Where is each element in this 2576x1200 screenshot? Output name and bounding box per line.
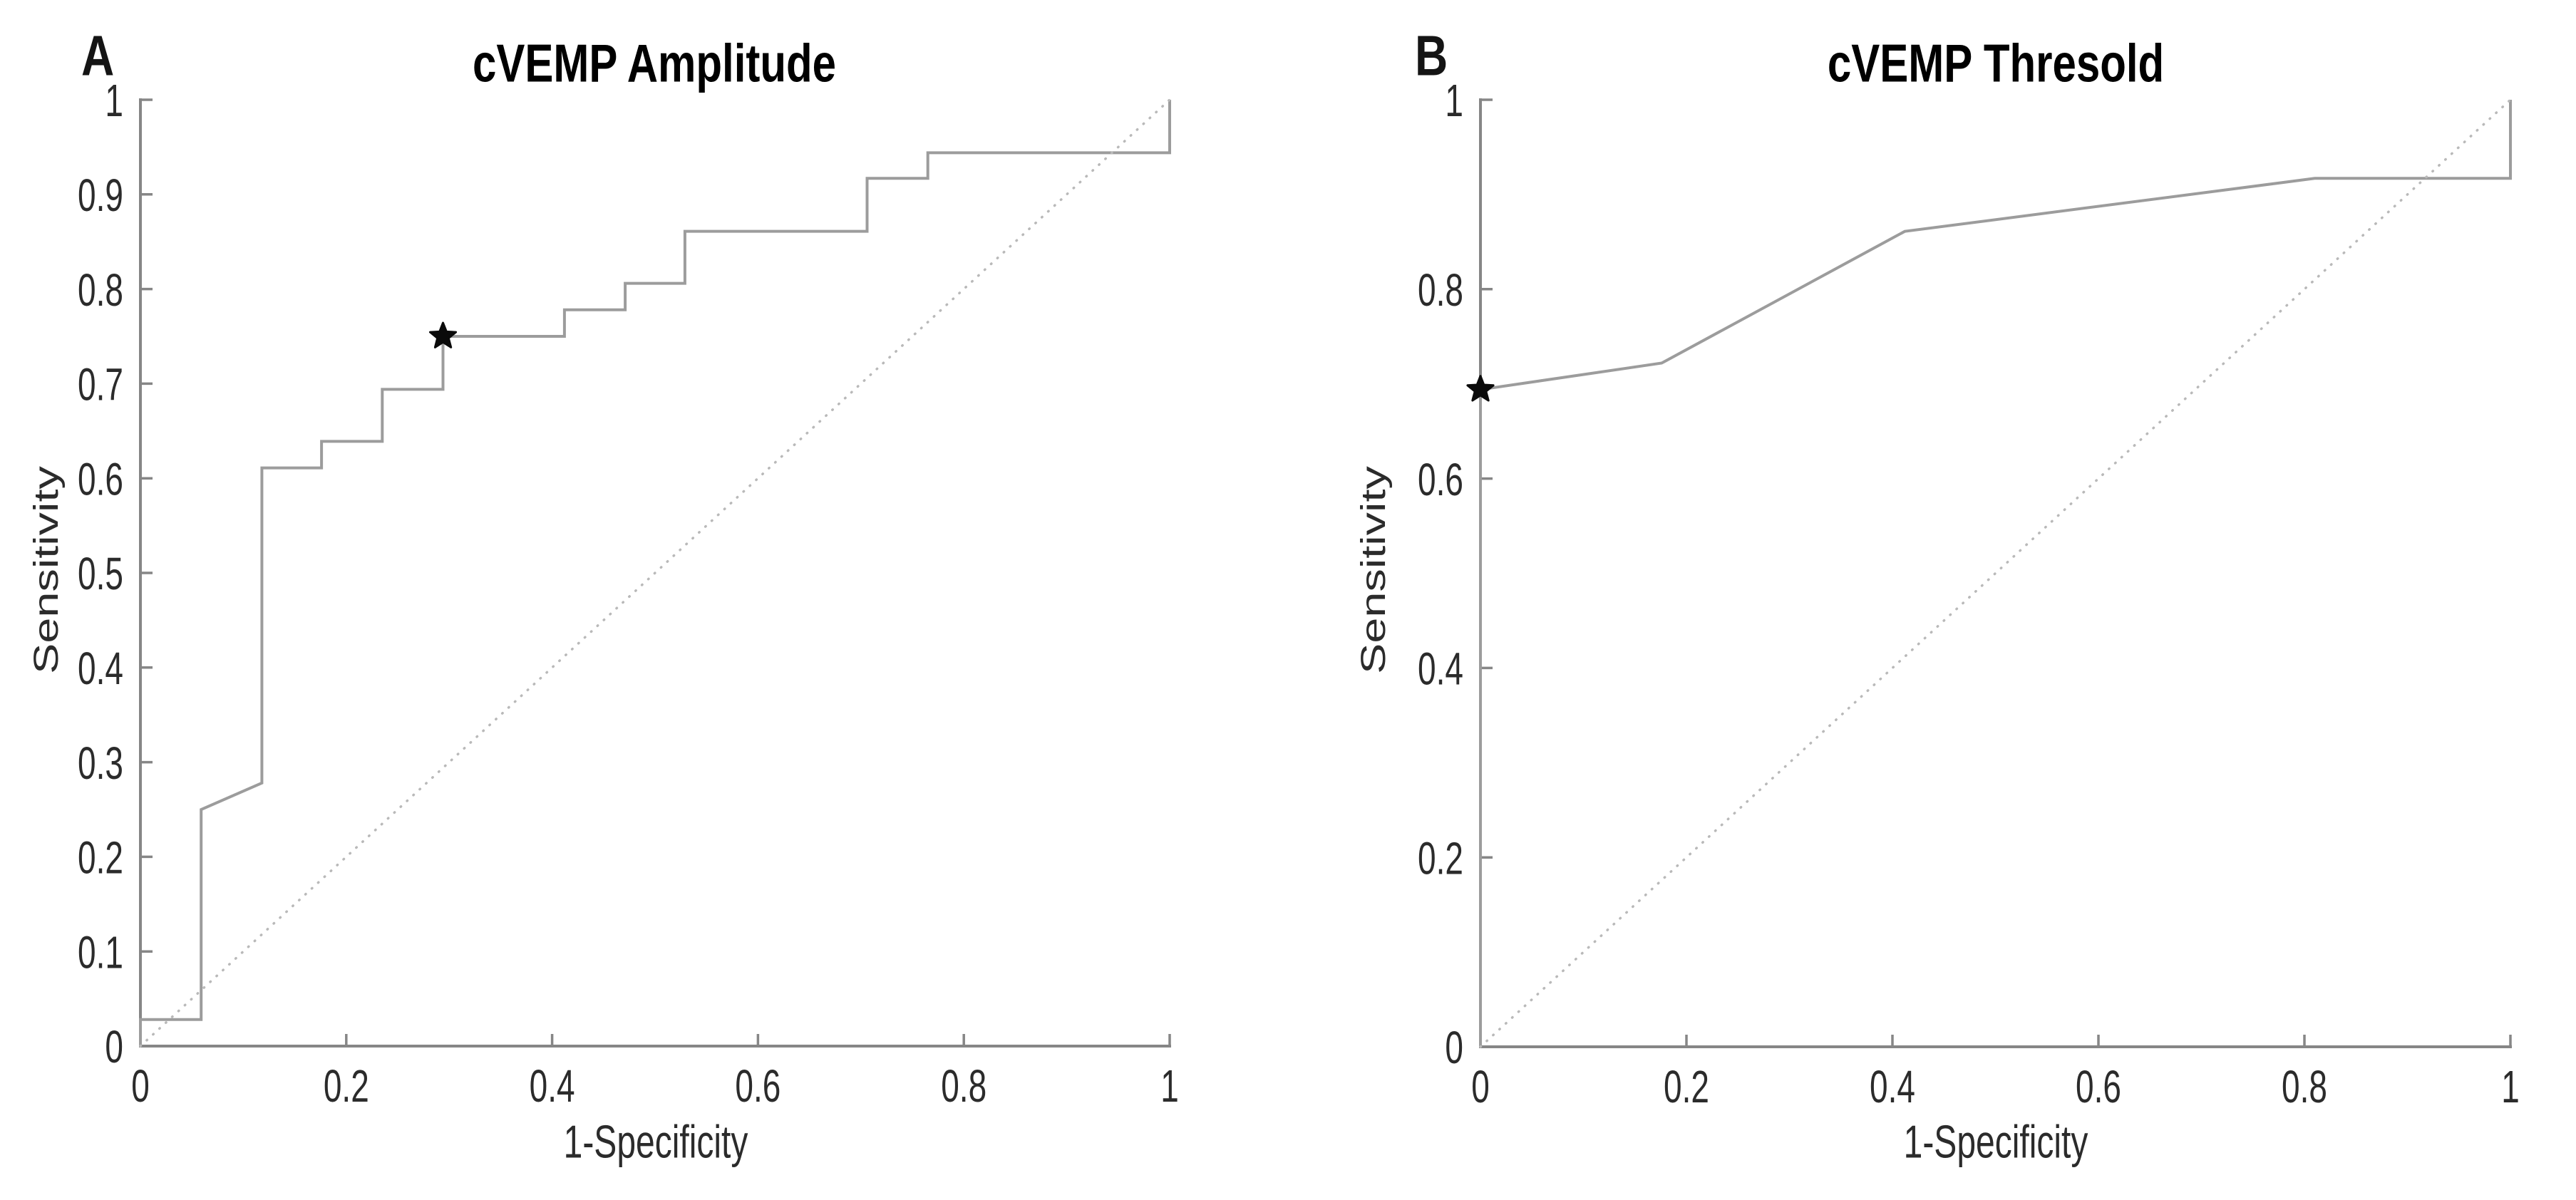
y-axis-label-a: Sensitivity — [28, 466, 66, 674]
y-tick-label: 0.1 — [78, 926, 123, 978]
x-tick-label: 0.2 — [324, 1060, 369, 1112]
x-axis-ticks: 0 0.2 0.4 0.6 0.8 1 — [1471, 1035, 2520, 1112]
y-tick-label: 0 — [105, 1020, 123, 1072]
optimal-point-star-icon — [1466, 375, 1495, 402]
y-tick-label: 0.4 — [1418, 643, 1463, 694]
y-tick-label: 0.4 — [78, 642, 123, 693]
chance-diagonal — [1479, 98, 2512, 1048]
y-tick-label: 0 — [1445, 1021, 1463, 1073]
roc-plot-b: 0 0.2 0.4 0.6 0.8 1 0 0.2 0.4 0.6 0.8 1 — [1418, 74, 2520, 1112]
x-tick-label: 0.6 — [2076, 1060, 2121, 1112]
x-tick-label: 0 — [131, 1060, 150, 1112]
y-tick-label: 0.6 — [1418, 453, 1463, 505]
x-tick-label: 0.2 — [1664, 1060, 1709, 1112]
y-tick-label: 0.6 — [78, 453, 123, 505]
panel-letter-b: B — [1415, 24, 1448, 88]
y-tick-label: 1 — [1445, 74, 1463, 125]
x-tick-label: 0.8 — [2282, 1060, 2327, 1112]
x-axis-label-a: 1-Specificity — [563, 1117, 748, 1169]
x-tick-label: 0.8 — [941, 1060, 986, 1112]
chance-diagonal — [139, 98, 1171, 1048]
x-axis-label-b: 1-Specificity — [1903, 1117, 2088, 1169]
x-axis-ticks: 0 0.2 0.4 0.6 0.8 1 — [131, 1034, 1179, 1112]
y-tick-label: 0.3 — [78, 737, 123, 789]
x-tick-label: 0 — [1471, 1060, 1490, 1112]
panel-a: 0 0.2 0.4 0.6 0.8 1 0 0.1 0.2 0.3 0.4 0.5 0.6 0.7 0.8 0… — [28, 24, 1179, 1169]
panel-letter-a: A — [81, 24, 115, 88]
panel-b: 0 0.2 0.4 0.6 0.8 1 0 0.2 0.4 0.6 0.8 1 B cVEMP Thr… — [1288, 0, 2576, 1200]
y-tick-label: 0.9 — [78, 169, 123, 220]
x-tick-label: 1 — [2501, 1060, 2520, 1112]
roc-plot-a: 0 0.2 0.4 0.6 0.8 100.10.20.30.40.50.60.70.80… — [78, 74, 1179, 1112]
roc-curve — [139, 100, 1171, 1046]
y-tick-label: 1 — [105, 74, 123, 125]
y-tick-label: 0.8 — [78, 264, 123, 315]
y-axis-ticks: 0 0.1 0.2 0.3 0.4 0.5 0.6 0.7 0.8 0.9 1 — [78, 74, 153, 1072]
y-tick-label: 0.2 — [78, 832, 123, 884]
chart-title-b: cVEMP Thresold — [1827, 33, 2165, 93]
x-tick-label: 0.4 — [1870, 1060, 1915, 1112]
y-tick-label: 0.5 — [78, 547, 123, 599]
x-tick-label: 0.4 — [530, 1060, 575, 1112]
x-tick-label: 0.6 — [735, 1060, 780, 1112]
y-axis-ticks: 0 0.2 0.4 0.6 0.8 1 — [1418, 74, 1493, 1073]
y-tick-label: 0.8 — [1418, 264, 1463, 315]
chart-title-a: cVEMP Amplitude — [472, 33, 837, 93]
y-tick-label: 0.2 — [1418, 832, 1463, 884]
y-axis-label-b: Sensitivity — [1355, 466, 1393, 674]
optimal-point-star-icon — [429, 321, 458, 348]
y-tick-label: 0.7 — [78, 358, 123, 410]
x-tick-label: 1 — [1160, 1060, 1179, 1112]
